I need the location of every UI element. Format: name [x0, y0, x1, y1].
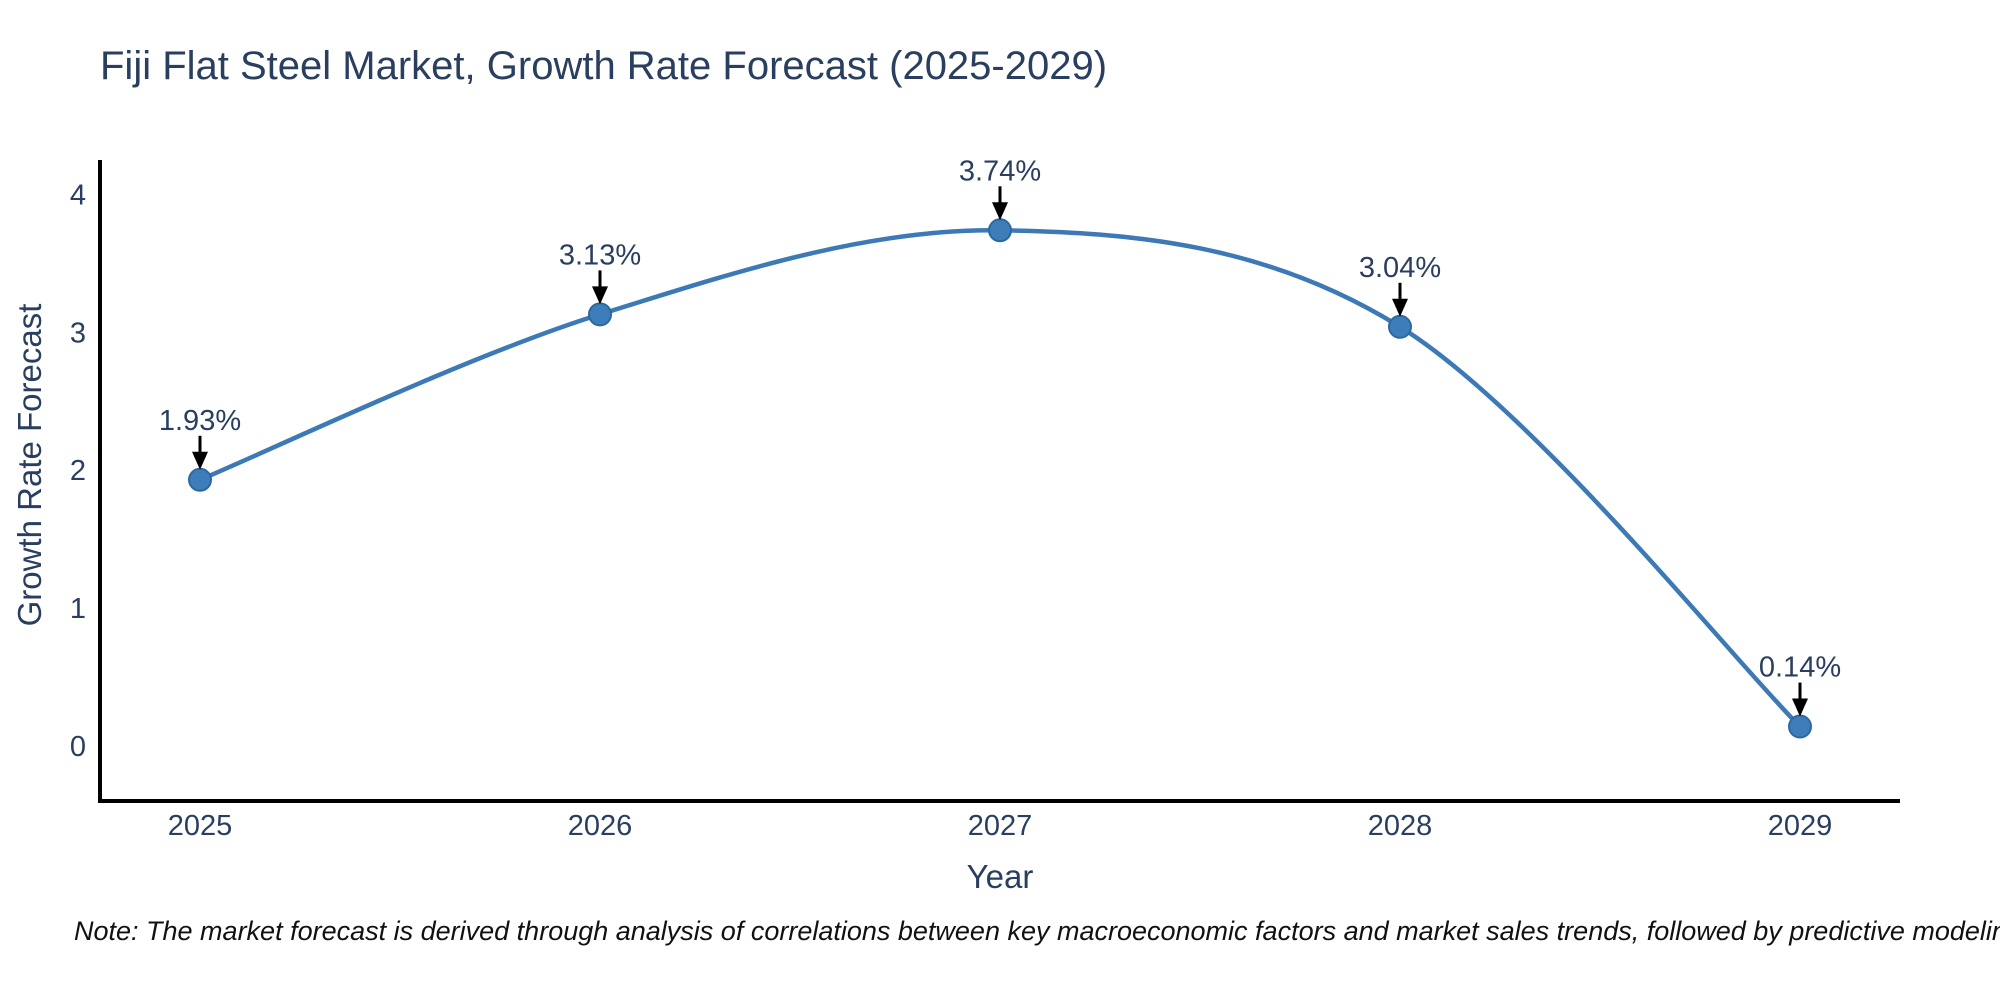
y-tick-label: 3 — [70, 317, 86, 349]
point-value-label: 3.13% — [559, 239, 641, 271]
chart-title: Fiji Flat Steel Market, Growth Rate Fore… — [100, 44, 1108, 88]
point-value-label: 1.93% — [159, 405, 241, 437]
data-point-marker — [1788, 714, 1812, 739]
point-value-label: 3.04% — [1359, 252, 1441, 284]
annotation-arrowhead-icon — [1392, 298, 1408, 317]
annotation-arrowhead-icon — [592, 286, 608, 305]
annotation-arrowhead-icon — [1792, 698, 1808, 717]
annotation-arrowhead-icon — [192, 451, 208, 470]
y-tick-label: 2 — [70, 455, 86, 487]
trend-line — [199, 228, 1802, 729]
point-value-label: 0.14% — [1759, 652, 1841, 684]
data-point-marker — [988, 218, 1012, 243]
x-axis-title: Year — [966, 858, 1034, 895]
y-tick-label: 1 — [70, 593, 86, 625]
y-tick-label: 4 — [70, 179, 86, 211]
y-tick-label: 0 — [70, 731, 86, 763]
x-tick-label: 2025 — [168, 810, 233, 842]
x-tick-label: 2026 — [568, 810, 633, 842]
x-tick-label: 2028 — [1368, 810, 1433, 842]
annotation-arrowhead-icon — [992, 202, 1008, 221]
data-point-marker — [188, 467, 212, 492]
x-tick-label: 2029 — [1768, 810, 1833, 842]
x-tick-label: 2027 — [968, 810, 1033, 842]
y-axis-title: Growth Rate Forecast — [11, 303, 48, 627]
data-point-marker — [588, 302, 612, 327]
data-point-marker — [1388, 314, 1412, 339]
footnote: Note: The market forecast is derived thr… — [74, 916, 2000, 946]
point-value-label: 3.74% — [959, 155, 1041, 187]
